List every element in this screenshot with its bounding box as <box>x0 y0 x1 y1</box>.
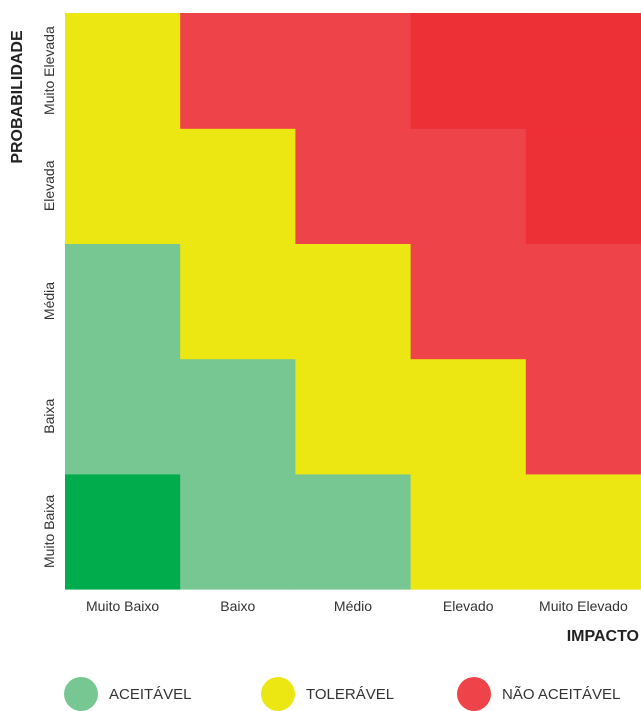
heatmap-cell <box>180 13 296 129</box>
y-tick-label: Baixa <box>41 398 57 433</box>
heatmap-cell <box>295 358 412 475</box>
y-tick-label: Elevada <box>41 160 57 211</box>
heatmap-cell <box>525 243 641 360</box>
heatmap-cell <box>295 243 412 360</box>
cells-layer <box>65 13 641 590</box>
legend-swatch <box>261 677 295 711</box>
heatmap-cell <box>180 243 296 360</box>
x-tick-label: Muito Elevado <box>539 598 628 614</box>
legend-swatch <box>64 677 98 711</box>
heatmap-cell <box>65 358 181 475</box>
heatmap-cell <box>410 128 527 244</box>
heatmap-cell <box>180 128 296 244</box>
x-tick-label: Elevado <box>443 598 494 614</box>
legend-swatch <box>457 677 491 711</box>
y-tick-labels: Muito Baixa Baixa Média Elevada Muito Elevad… <box>41 26 57 568</box>
heatmap-cell <box>180 473 296 590</box>
heatmap-cell <box>65 473 181 590</box>
y-axis-title: PROBABILIDADE <box>9 30 26 164</box>
x-tick-label: Médio <box>334 598 372 614</box>
legend-label: NÃO ACEITÁVEL <box>502 686 620 703</box>
heatmap-cell <box>525 128 641 244</box>
x-tick-label: Muito Baixo <box>86 598 159 614</box>
heatmap-cell <box>410 243 527 360</box>
heatmap-cell <box>295 128 412 244</box>
legend-label: ACEITÁVEL <box>109 686 192 703</box>
y-tick-label: Média <box>41 282 57 320</box>
heatmap-cell <box>525 13 641 129</box>
heatmap-cell <box>65 243 181 360</box>
legend: ACEITÁVEL TOLERÁVEL NÃO ACEITÁVEL <box>64 677 620 711</box>
x-axis-title: IMPACTO <box>567 628 639 645</box>
heatmap-cell <box>410 13 527 129</box>
heatmap-cell <box>295 13 412 129</box>
heatmap-cell <box>65 128 181 244</box>
heatmap-cell <box>410 473 527 590</box>
heatmap-cell <box>65 13 181 129</box>
legend-label: TOLERÁVEL <box>306 686 394 703</box>
x-tick-label: Baixo <box>220 598 255 614</box>
heatmap-cell <box>180 358 296 475</box>
heatmap-cell <box>525 358 641 475</box>
heatmap-cell <box>525 473 641 590</box>
heatmap-cell <box>410 358 527 475</box>
y-tick-label: Muito Baixa <box>41 495 57 568</box>
heatmap-cell <box>295 473 412 590</box>
y-tick-label: Muito Elevada <box>41 26 57 115</box>
x-tick-labels: Muito Baixo Baixo Médio Elevado Muito Elevad… <box>86 598 628 614</box>
